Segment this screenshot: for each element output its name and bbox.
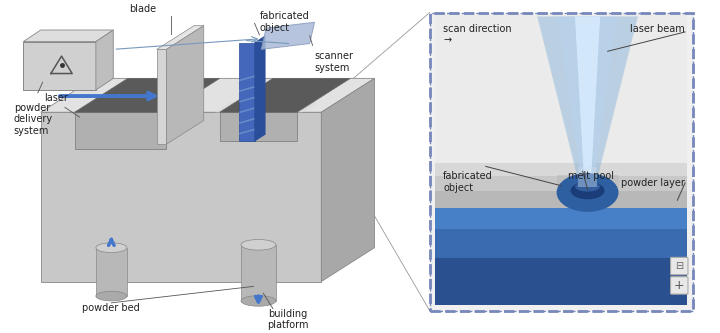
Ellipse shape: [570, 182, 605, 199]
Text: powder layer: powder layer: [621, 178, 685, 188]
Polygon shape: [75, 112, 166, 149]
Polygon shape: [157, 26, 204, 49]
Text: fabricated
object: fabricated object: [259, 11, 309, 33]
Ellipse shape: [241, 239, 276, 250]
Polygon shape: [220, 112, 297, 141]
Polygon shape: [241, 245, 276, 301]
Text: building
platform: building platform: [266, 309, 308, 330]
Polygon shape: [41, 78, 374, 112]
Ellipse shape: [557, 173, 618, 212]
FancyBboxPatch shape: [670, 257, 688, 275]
Ellipse shape: [241, 296, 276, 306]
Bar: [578, 167, 597, 187]
Text: powder bed: powder bed: [83, 303, 140, 313]
Bar: [436, 258, 687, 305]
Text: laser beam: laser beam: [630, 24, 685, 34]
Polygon shape: [75, 78, 220, 112]
Text: powder
delivery
system: powder delivery system: [14, 103, 53, 136]
Bar: [557, 175, 618, 191]
Polygon shape: [96, 248, 127, 296]
Polygon shape: [157, 49, 166, 144]
Polygon shape: [166, 26, 204, 144]
Polygon shape: [239, 43, 255, 141]
Text: →: →: [444, 35, 451, 45]
Text: ⊟: ⊟: [675, 261, 683, 271]
Polygon shape: [96, 30, 113, 90]
Ellipse shape: [96, 291, 127, 301]
Bar: [436, 176, 687, 190]
Ellipse shape: [575, 182, 600, 191]
Bar: [436, 208, 687, 229]
Polygon shape: [321, 78, 374, 281]
Polygon shape: [575, 16, 600, 187]
Text: scanner
system: scanner system: [315, 51, 354, 73]
Bar: [436, 229, 687, 258]
Polygon shape: [537, 16, 638, 187]
Polygon shape: [220, 78, 351, 112]
Bar: [436, 163, 687, 176]
Polygon shape: [215, 102, 318, 112]
Polygon shape: [23, 30, 113, 42]
Bar: [436, 190, 687, 208]
Text: +: +: [674, 279, 685, 292]
FancyBboxPatch shape: [670, 277, 688, 294]
Text: blade: blade: [129, 4, 156, 14]
Bar: [436, 176, 687, 190]
Text: laser: laser: [44, 93, 68, 103]
Polygon shape: [41, 112, 321, 281]
Text: scan direction: scan direction: [444, 24, 512, 34]
Text: fabricated
object: fabricated object: [444, 171, 493, 193]
Polygon shape: [23, 42, 96, 90]
Bar: [430, 13, 693, 311]
Polygon shape: [557, 16, 618, 187]
Ellipse shape: [96, 243, 127, 252]
Bar: [436, 15, 687, 163]
Text: melt pool: melt pool: [568, 171, 614, 181]
Polygon shape: [261, 22, 315, 49]
Polygon shape: [255, 36, 265, 141]
